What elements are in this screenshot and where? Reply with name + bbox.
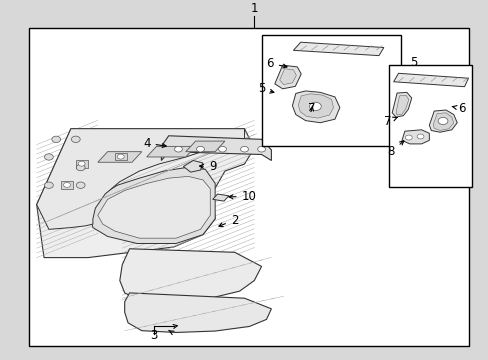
Text: 3: 3: [150, 329, 158, 342]
Circle shape: [63, 183, 70, 187]
Polygon shape: [124, 293, 271, 332]
Circle shape: [437, 117, 447, 125]
Polygon shape: [428, 110, 456, 132]
Polygon shape: [393, 73, 468, 87]
Polygon shape: [401, 130, 428, 144]
Text: 5: 5: [409, 56, 417, 69]
Polygon shape: [146, 147, 195, 157]
Text: 6: 6: [451, 102, 464, 115]
Polygon shape: [98, 152, 142, 162]
Polygon shape: [395, 95, 408, 115]
Bar: [261, 35, 400, 147]
Circle shape: [52, 136, 61, 143]
Polygon shape: [391, 93, 411, 117]
Text: 1: 1: [250, 2, 258, 15]
Circle shape: [76, 165, 85, 171]
Circle shape: [71, 136, 80, 143]
Circle shape: [309, 102, 321, 111]
Polygon shape: [98, 176, 210, 238]
Polygon shape: [161, 136, 271, 161]
Circle shape: [78, 161, 85, 166]
Circle shape: [44, 154, 53, 160]
Circle shape: [196, 147, 204, 152]
Text: 10: 10: [228, 190, 256, 203]
Circle shape: [44, 182, 53, 188]
Polygon shape: [274, 65, 301, 89]
Polygon shape: [212, 194, 228, 201]
Polygon shape: [183, 161, 203, 172]
Text: 6: 6: [266, 57, 286, 70]
Circle shape: [117, 154, 124, 159]
Text: 7: 7: [383, 115, 396, 128]
Polygon shape: [279, 69, 296, 85]
Text: 7: 7: [307, 102, 315, 115]
Text: 5: 5: [257, 82, 273, 95]
Circle shape: [174, 147, 182, 152]
Circle shape: [416, 134, 423, 139]
Text: 2: 2: [219, 214, 238, 227]
Bar: [61, 181, 73, 189]
Polygon shape: [432, 113, 453, 130]
Circle shape: [405, 135, 411, 140]
Polygon shape: [37, 129, 244, 229]
Polygon shape: [90, 167, 215, 243]
Text: 4: 4: [143, 137, 166, 150]
Polygon shape: [293, 42, 383, 56]
Bar: [115, 153, 127, 161]
Circle shape: [218, 147, 226, 152]
Circle shape: [76, 182, 85, 188]
Polygon shape: [120, 249, 261, 302]
Circle shape: [257, 147, 265, 152]
Circle shape: [240, 147, 248, 152]
Polygon shape: [292, 91, 339, 123]
Polygon shape: [298, 94, 333, 118]
Polygon shape: [388, 65, 471, 187]
Polygon shape: [37, 129, 254, 258]
Polygon shape: [185, 141, 224, 152]
Bar: [76, 160, 88, 167]
Text: 8: 8: [387, 141, 403, 158]
Text: 9: 9: [199, 160, 216, 174]
